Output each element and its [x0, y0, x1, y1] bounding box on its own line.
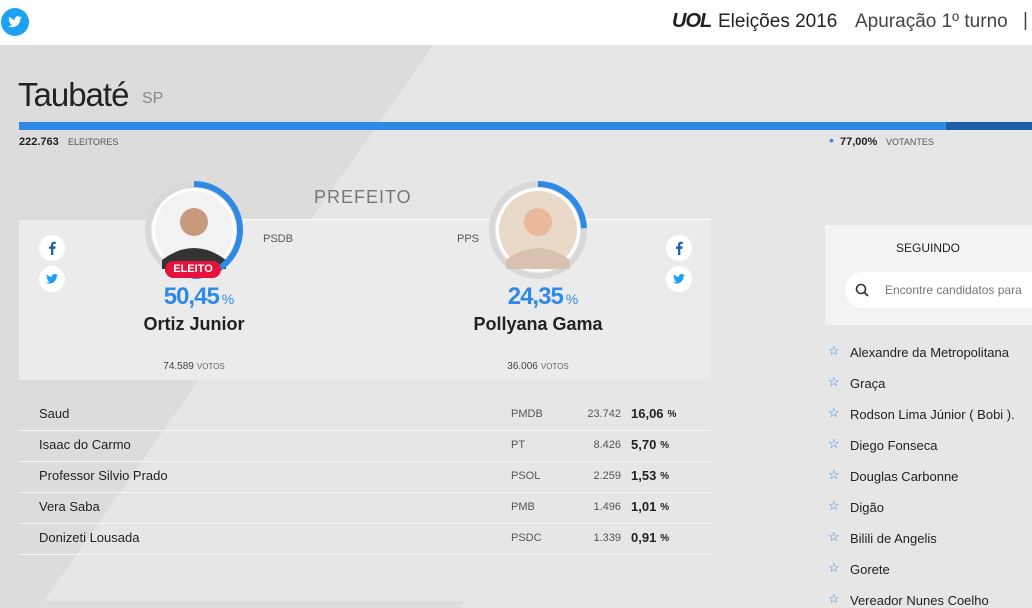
share: 1,53 [631, 468, 657, 483]
unit: % [660, 471, 670, 482]
electors-label: ELEITORES [68, 137, 119, 147]
followed-candidate[interactable]: Bilili de Angelis [850, 531, 937, 546]
photo-body [506, 248, 570, 269]
result-row: Donizeti Lousada PSDC 1.339 0,91% [19, 524, 711, 555]
follow-star[interactable]: ☆ [828, 343, 840, 358]
candidate-name: Pollyana Gama [473, 314, 603, 334]
photo-ring [489, 181, 587, 279]
followed-candidate[interactable]: Graça [850, 376, 886, 391]
candidate-name: Ortiz Junior [143, 314, 245, 334]
votes: 74.589 [163, 361, 194, 372]
following-panel: SEGUINDO Encontre candidatos para [825, 225, 1032, 325]
votes: 1.339 [593, 532, 621, 544]
electors: 222.763 [19, 136, 59, 148]
votes-wrap: 74.589 VOTOS [134, 361, 254, 372]
follow-star[interactable]: ☆ [828, 560, 840, 575]
votes-label: VOTOS [196, 362, 225, 371]
bullet: • [829, 132, 834, 148]
share: 50,45 [163, 283, 220, 310]
share: 5,70 [631, 437, 657, 452]
unit: % [660, 533, 670, 544]
turnout-label: VOTANTES [886, 137, 934, 147]
share-wrap: 50,45% [134, 283, 264, 311]
party: PT [511, 439, 526, 451]
follow-star[interactable]: ☆ [828, 529, 840, 544]
party: PMDB [511, 408, 543, 420]
votes: 2.259 [593, 470, 621, 482]
votes: 8.426 [593, 439, 621, 451]
candidate-name: Vera Saba [39, 499, 100, 514]
search-box[interactable]: Encontre candidatos para [845, 272, 1032, 308]
elected-badge: ELEITO [165, 261, 221, 278]
followed-candidate[interactable]: Douglas Carbonne [850, 469, 959, 484]
search-icon [855, 283, 869, 297]
result-row: Vera Saba PMB 1.496 1,01% [19, 493, 711, 524]
city-name: Taubaté [18, 76, 129, 113]
photo-face [524, 208, 552, 236]
unit: % [221, 291, 235, 307]
party: PPS [457, 233, 480, 245]
twitter-button[interactable] [1, 8, 29, 36]
followed-candidate[interactable]: Gorete [850, 562, 890, 577]
state: SP [142, 90, 164, 107]
result-row: Saud PMDB 23.742 16,06% [19, 400, 711, 431]
followed-candidate[interactable]: Rodson Lima Júnior ( Bobi ). [850, 407, 1015, 422]
unit: % [660, 502, 670, 513]
result-row: Professor Silvio Prado PSOL 2.259 1,53% [19, 462, 711, 493]
followed-candidate[interactable]: Diego Fonseca [850, 438, 938, 453]
photo-face [180, 208, 208, 236]
follow-star[interactable]: ☆ [828, 467, 840, 482]
top-bar: UOL Eleições 2016 Apuração 1º turno | [0, 0, 1032, 45]
header-title: Eleições 2016 [718, 11, 838, 32]
brand: UOL [672, 10, 712, 32]
twitter-share[interactable] [666, 266, 692, 292]
follow-star[interactable]: ☆ [828, 374, 840, 389]
share: 16,06 [631, 406, 664, 421]
turnout-bar [19, 122, 947, 130]
office: PREFEITO [314, 187, 412, 207]
divider [243, 219, 711, 220]
follow-star[interactable]: ☆ [828, 436, 840, 451]
follow-star[interactable]: ☆ [828, 405, 840, 420]
follow-star[interactable]: ☆ [828, 591, 840, 606]
followed-candidate[interactable]: Digão [850, 500, 884, 515]
party: PSDB [263, 233, 293, 245]
turnout: 77,00% [840, 136, 878, 148]
candidate-name: Donizeti Lousada [39, 530, 140, 545]
candidate-name: Isaac do Carmo [39, 437, 131, 452]
follow-star[interactable]: ☆ [828, 498, 840, 513]
votes-wrap: 36.006 VOTOS [478, 361, 598, 372]
party: PSDC [511, 532, 542, 544]
votes: 23.742 [587, 408, 621, 420]
facebook-share[interactable] [39, 235, 65, 261]
result-row: Isaac do Carmo PT 8.426 5,70% [19, 431, 711, 462]
turnout-track [19, 122, 1032, 130]
unit: % [667, 409, 677, 420]
followed-candidate[interactable]: Alexandre da Metropolitana [850, 345, 1009, 360]
party: PMB [511, 501, 535, 513]
votes: 1.496 [593, 501, 621, 513]
facebook-share[interactable] [666, 235, 692, 261]
candidate-name: Professor Silvio Prado [39, 468, 168, 483]
search-placeholder: Encontre candidatos para [885, 283, 1022, 297]
header-subtitle: Apuração 1º turno [855, 11, 1008, 32]
twitter-share[interactable] [39, 266, 65, 292]
share-wrap: 24,35% [478, 283, 608, 311]
unit: % [565, 291, 579, 307]
race-card [19, 220, 711, 380]
share: 1,01 [631, 499, 657, 514]
votes: 36.006 [507, 361, 538, 372]
panel-title: SEGUINDO [896, 241, 961, 255]
separator: | [1023, 10, 1028, 31]
candidate-name: Saud [39, 406, 70, 421]
share-ring [489, 181, 587, 279]
party: PSOL [511, 470, 541, 482]
votes-label: VOTOS [540, 362, 569, 371]
share: 0,91 [631, 530, 657, 545]
share: 24,35 [507, 283, 564, 310]
unit: % [660, 440, 670, 451]
